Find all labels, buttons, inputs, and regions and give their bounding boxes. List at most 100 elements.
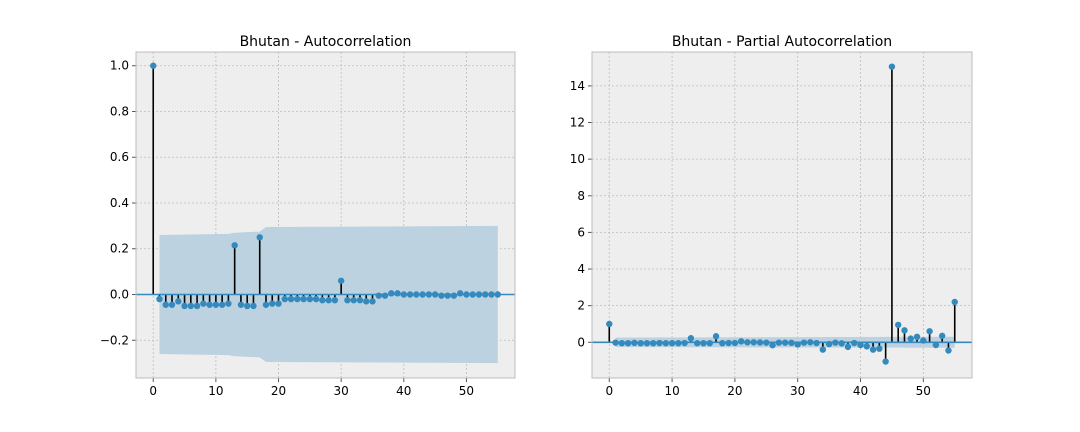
acf-point [463, 291, 470, 298]
acf-point [262, 301, 270, 308]
acf-point [237, 301, 245, 308]
acf-point [331, 297, 339, 304]
pacf-point [920, 337, 927, 344]
pacf-point [825, 340, 833, 348]
pacf-point [838, 340, 845, 347]
acf-y-tick-label: 0.8 [110, 104, 129, 118]
acf-point [306, 295, 314, 303]
acf-x-tick-label: 20 [271, 384, 286, 398]
acf-point [300, 295, 307, 303]
pacf-point [675, 340, 682, 347]
pacf-point [606, 320, 613, 328]
acf-x-tick-label: 50 [459, 384, 474, 398]
pacf-point [832, 339, 839, 346]
acf-point [193, 302, 201, 310]
acf-point [431, 291, 439, 298]
pacf-point [763, 339, 770, 346]
pacf-point [624, 340, 632, 347]
acf-point [175, 298, 182, 305]
acf-point [181, 302, 188, 310]
acf-point [344, 297, 351, 304]
acf-point [325, 297, 332, 304]
pacf-point [788, 339, 795, 347]
pacf-point [888, 63, 896, 70]
pacf-x-tick-label: 50 [916, 384, 931, 398]
acf-point [419, 291, 426, 298]
pacf-point [618, 340, 626, 347]
pacf-point [913, 333, 921, 340]
acf-point [394, 290, 401, 297]
acf-axes-frame [135, 51, 516, 379]
acf-point [187, 302, 195, 310]
acf-point [375, 292, 382, 299]
pacf-point [744, 339, 751, 346]
pacf-point [694, 340, 701, 347]
acf-point [150, 62, 157, 69]
pacf-point [700, 340, 707, 347]
acf-x-tick-label: 0 [149, 384, 157, 398]
acf-point [312, 295, 320, 303]
acf-y-tick-label: 0.2 [110, 242, 129, 256]
pacf-y-tick-label: 6 [577, 225, 585, 239]
pacf-point [863, 343, 870, 350]
acf-point [488, 291, 495, 298]
acf-point [369, 298, 376, 305]
pacf-y-tick-label: 4 [577, 262, 585, 276]
pacf-axes-frame [591, 51, 973, 379]
pacf-point [781, 339, 789, 346]
pacf-point [882, 358, 889, 365]
acf-point [425, 291, 433, 298]
acf-chart-title: Bhutan - Autocorrelation [240, 34, 412, 50]
acf-point [281, 295, 288, 303]
pacf-x-tick-label: 30 [790, 384, 805, 398]
acf-point [225, 300, 232, 307]
pacf-point [668, 340, 676, 347]
pacf-x-tick-label: 10 [664, 384, 679, 398]
pacf-point [926, 328, 933, 335]
pacf-y-tick-label: 12 [570, 116, 585, 130]
acf-point [168, 301, 176, 308]
pacf-point [844, 343, 852, 351]
acf-point [250, 302, 257, 310]
pacf-point [706, 340, 713, 347]
acf-point [337, 277, 345, 284]
pacf-y-tick-label: 2 [577, 299, 585, 313]
acf-point [275, 300, 282, 307]
pacf-point [894, 321, 902, 329]
pacf-x-tick-label: 40 [853, 384, 868, 398]
acf-y-tick-label: 0.6 [110, 150, 129, 164]
pacf-point [807, 339, 814, 346]
acf-y-tick-label: −0.2 [100, 333, 129, 347]
pacf-y-tick-label: 8 [577, 189, 585, 203]
pacf-point [656, 339, 663, 347]
acf-point [494, 291, 501, 298]
pacf-point [687, 335, 695, 342]
acf-point [475, 291, 483, 298]
pacf-point [631, 339, 638, 347]
pacf-chart: Bhutan - Partial Autocorrelation 0 10 20 30… [570, 34, 973, 398]
acf-point [444, 292, 451, 299]
acf-point [350, 297, 357, 304]
acf-point [363, 298, 370, 305]
acf-point [206, 301, 213, 308]
acf-point [231, 242, 238, 249]
acf-y-tick-label: 0.0 [110, 287, 129, 301]
acf-point [413, 291, 420, 298]
acf-point [218, 301, 226, 308]
acf-point [287, 295, 295, 303]
pacf-point [907, 335, 914, 342]
pacf-plot-area [592, 52, 972, 378]
acf-point [388, 290, 395, 297]
pacf-point [813, 339, 820, 347]
acf-point [269, 300, 276, 307]
pacf-chart-title: Bhutan - Partial Autocorrelation [672, 34, 892, 50]
pacf-point [662, 340, 670, 347]
pacf-x-tick-label: 20 [727, 384, 742, 398]
pacf-point [819, 346, 827, 353]
acf-y-tick-label: 0.4 [110, 196, 129, 210]
acf-point [406, 291, 414, 298]
acf-point [400, 291, 408, 298]
pacf-point [612, 339, 619, 346]
pacf-point [737, 338, 745, 345]
